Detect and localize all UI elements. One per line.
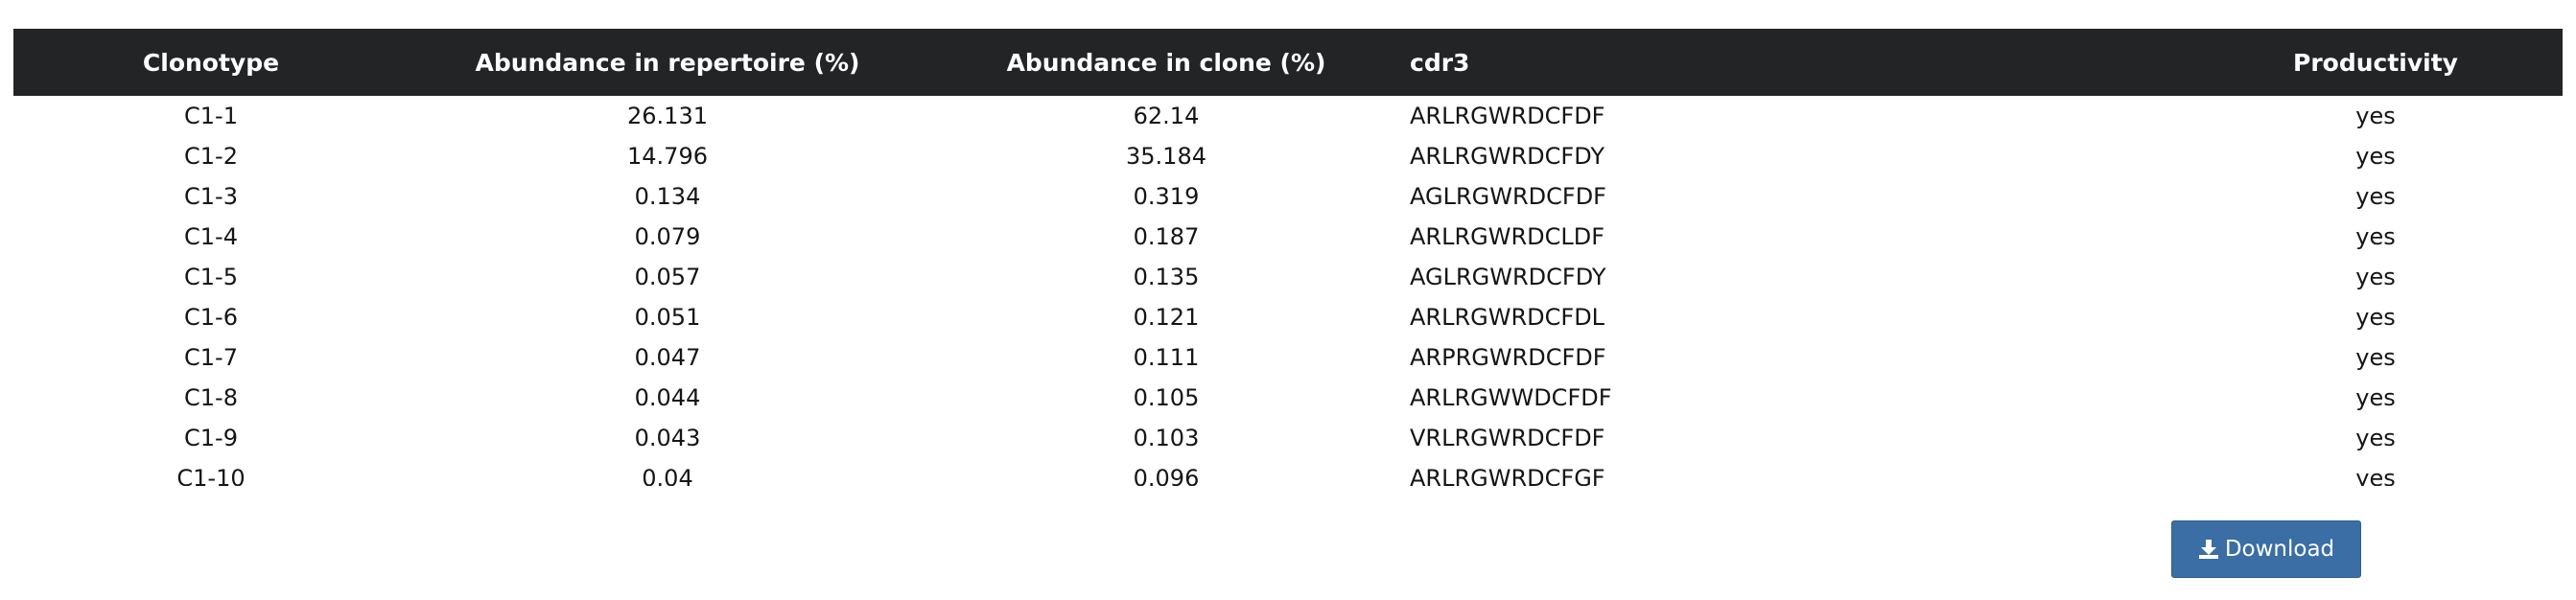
abundance-repertoire-cell: 0.051 (634, 304, 701, 331)
abundance-clone-cell: 0.135 (1133, 264, 1200, 290)
abundance-repertoire-cell: 0.079 (634, 223, 701, 250)
productivity-cell: yes (2355, 384, 2396, 411)
productivity-cell: yes (2355, 103, 2396, 129)
abundance-clone-cell: 0.111 (1133, 344, 1200, 371)
productivity-cell: yes (2355, 465, 2396, 486)
table-header-row: Clonotype Abundance in repertoire (%) Ab… (13, 29, 2563, 96)
column-header-cdr3[interactable]: cdr3 (1406, 29, 2189, 96)
clonotype-table-container[interactable]: Clonotype Abundance in repertoire (%) Ab… (13, 29, 2563, 486)
cdr3-cell: VRLRGWRDCFDF (1410, 425, 1605, 451)
abundance-repertoire-cell: 0.057 (634, 264, 701, 290)
table-row: C1-10 0.04 0.096 ARLRGWRDCFGF yes (13, 458, 2563, 486)
column-header-abundance-clone[interactable]: Abundance in clone (%) (926, 29, 1406, 96)
cdr3-cell: ARLRGWRDCFGF (1410, 465, 1605, 486)
productivity-cell: yes (2355, 264, 2396, 290)
column-header-clonotype[interactable]: Clonotype (13, 29, 409, 96)
abundance-clone-cell: 0.319 (1133, 183, 1200, 210)
download-button[interactable]: Download (2171, 520, 2361, 578)
clonotype-cell: C1-8 (184, 384, 238, 411)
column-header-productivity[interactable]: Productivity (2189, 29, 2563, 96)
productivity-cell: yes (2355, 425, 2396, 451)
productivity-cell: yes (2355, 183, 2396, 210)
table-row: C1-3 0.134 0.319 AGLRGWRDCFDF yes (13, 176, 2563, 217)
abundance-repertoire-cell: 0.134 (634, 183, 701, 210)
column-header-abundance-repertoire[interactable]: Abundance in repertoire (%) (409, 29, 926, 96)
productivity-cell: yes (2355, 143, 2396, 170)
abundance-repertoire-cell: 0.04 (642, 465, 693, 486)
abundance-clone-cell: 0.105 (1133, 384, 1200, 411)
productivity-cell: yes (2355, 344, 2396, 371)
cdr3-cell: ARLRGWRDCFDL (1410, 304, 1605, 331)
abundance-clone-cell: 0.187 (1133, 223, 1200, 250)
abundance-repertoire-cell: 14.796 (627, 143, 708, 170)
clonotype-cell: C1-3 (184, 183, 238, 210)
abundance-clone-cell: 62.14 (1133, 103, 1200, 129)
table-row: C1-8 0.044 0.105 ARLRGWWDCFDF yes (13, 378, 2563, 418)
table-row: C1-2 14.796 35.184 ARLRGWRDCFDY yes (13, 136, 2563, 176)
table-row: C1-1 26.131 62.14 ARLRGWRDCFDF yes (13, 96, 2563, 136)
download-button-label: Download (2224, 537, 2335, 562)
abundance-repertoire-cell: 0.047 (634, 344, 701, 371)
clonotype-table: Clonotype Abundance in repertoire (%) Ab… (13, 29, 2563, 486)
cdr3-cell: AGLRGWRDCFDY (1410, 264, 1606, 290)
table-row: C1-9 0.043 0.103 VRLRGWRDCFDF yes (13, 418, 2563, 458)
abundance-repertoire-cell: 26.131 (627, 103, 708, 129)
clonotype-cell: C1-4 (184, 223, 238, 250)
productivity-cell: yes (2355, 223, 2396, 250)
cdr3-cell: AGLRGWRDCFDF (1410, 183, 1606, 210)
table-row: C1-7 0.047 0.111 ARPRGWRDCFDF yes (13, 337, 2563, 378)
cdr3-cell: ARLRGWRDCLDF (1410, 223, 1605, 250)
clonotype-cell: C1-5 (184, 264, 238, 290)
abundance-clone-cell: 0.121 (1133, 304, 1200, 331)
cdr3-cell: ARLRGWRDCFDY (1410, 143, 1605, 170)
cdr3-cell: ARLRGWRDCFDF (1410, 103, 1605, 129)
abundance-repertoire-cell: 0.044 (634, 384, 701, 411)
clonotype-cell: C1-9 (184, 425, 238, 451)
clonotype-cell: C1-1 (184, 103, 238, 129)
clonotype-cell: C1-10 (176, 465, 246, 486)
abundance-clone-cell: 0.103 (1133, 425, 1200, 451)
cdr3-cell: ARLRGWWDCFDF (1410, 384, 1612, 411)
table-row: C1-4 0.079 0.187 ARLRGWRDCLDF yes (13, 217, 2563, 257)
download-icon (2198, 539, 2219, 560)
abundance-repertoire-cell: 0.043 (634, 425, 701, 451)
table-row: C1-6 0.051 0.121 ARLRGWRDCFDL yes (13, 297, 2563, 337)
productivity-cell: yes (2355, 304, 2396, 331)
abundance-clone-cell: 35.184 (1126, 143, 1206, 170)
cdr3-cell: ARPRGWRDCFDF (1410, 344, 1606, 371)
table-row: C1-5 0.057 0.135 AGLRGWRDCFDY yes (13, 257, 2563, 297)
clonotype-cell: C1-6 (184, 304, 238, 331)
abundance-clone-cell: 0.096 (1133, 465, 1200, 486)
clonotype-cell: C1-7 (184, 344, 238, 371)
clonotype-cell: C1-2 (184, 143, 238, 170)
